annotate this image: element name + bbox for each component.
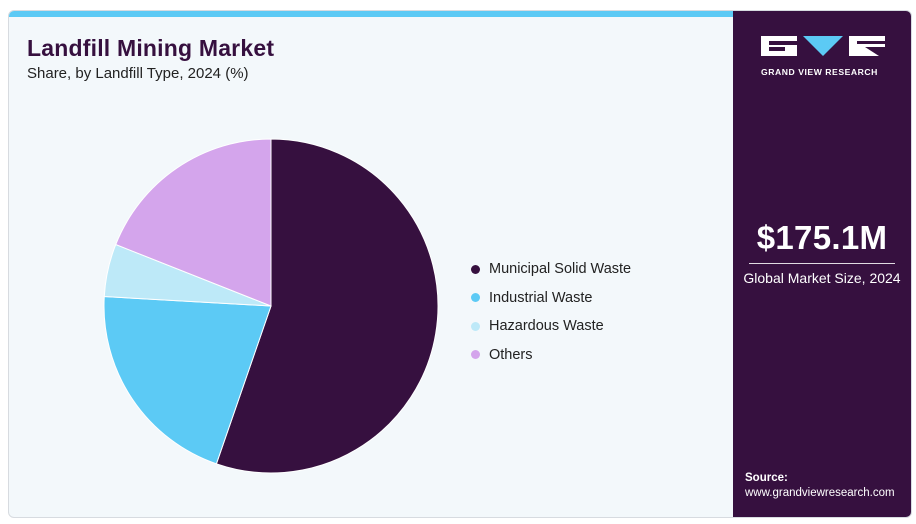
sidebar-panel: GRAND VIEW RESEARCH $175.1M Global Marke… <box>733 11 911 517</box>
legend-label: Others <box>489 346 533 363</box>
divider <box>749 263 895 264</box>
legend-item: Municipal Solid Waste <box>471 255 631 284</box>
chart-legend: Municipal Solid Waste Industrial Waste Haz… <box>471 255 631 369</box>
pie-slice-industrial-waste <box>103 296 272 465</box>
legend-label: Hazardous Waste <box>489 318 604 335</box>
chart-card: Landfill Mining Market Share, by Landfil… <box>8 10 912 518</box>
gvr-logo-icon <box>761 36 885 56</box>
chart-subtitle: Share, by Landfill Type, 2024 (%) <box>27 65 249 82</box>
source-link[interactable]: www.grandviewresearch.com <box>745 487 895 499</box>
legend-swatch <box>471 350 480 360</box>
legend-item: Others <box>471 341 631 370</box>
legend-item: Industrial Waste <box>471 284 631 313</box>
chart-area: Landfill Mining Market Share, by Landfil… <box>9 17 733 517</box>
legend-label: Municipal Solid Waste <box>489 261 632 278</box>
legend-item: Hazardous Waste <box>471 312 631 341</box>
brand-name: GRAND VIEW RESEARCH <box>761 67 878 77</box>
legend-swatch <box>471 264 480 274</box>
brand-logo: GRAND VIEW RESEARCH <box>761 35 885 77</box>
legend-swatch <box>471 321 480 331</box>
legend-label: Industrial Waste <box>489 289 593 306</box>
market-size-label: Global Market Size, 2024 <box>743 270 901 286</box>
pie-slice-municipal-solid-waste <box>215 138 439 474</box>
legend-swatch <box>471 293 480 303</box>
source-label: Source: <box>745 472 788 484</box>
pie-chart <box>103 138 439 474</box>
chart-title: Landfill Mining Market <box>27 35 275 61</box>
market-size-value: $175.1M <box>756 219 888 256</box>
pie-slice-others <box>115 138 272 307</box>
accent-bar <box>9 11 733 17</box>
